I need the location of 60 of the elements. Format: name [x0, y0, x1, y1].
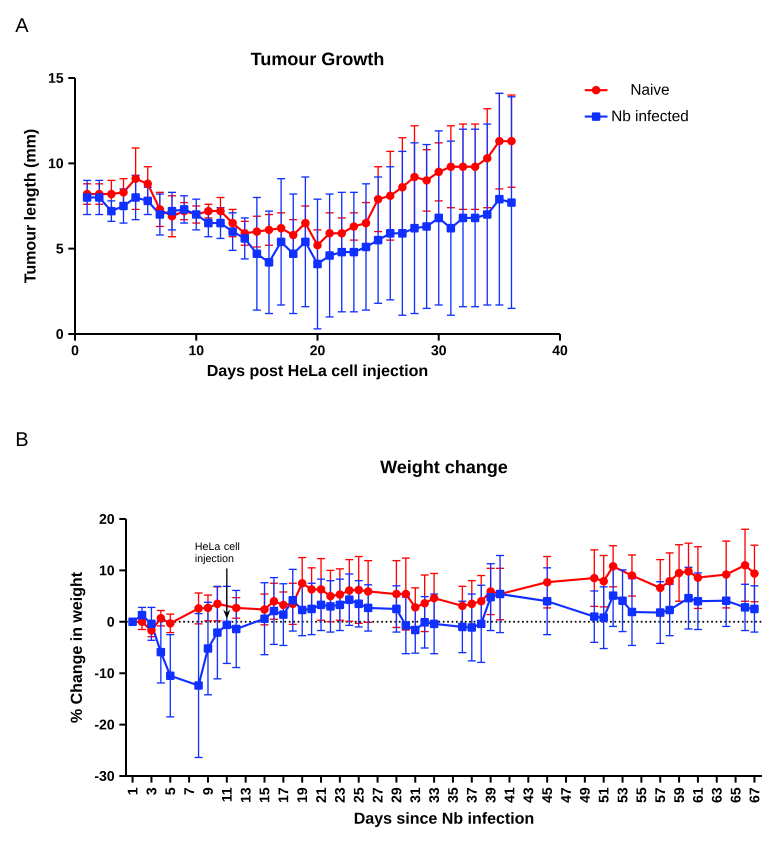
x-tick-label: 3 — [146, 788, 156, 795]
y-tick-label: -20 — [94, 720, 114, 730]
x-tick-label: 41 — [504, 788, 514, 803]
x-tick-label: 11 — [222, 788, 232, 802]
x-tick-label: 35 — [448, 788, 458, 803]
x-tick-label: 23 — [334, 788, 345, 802]
y-axis-title: Tumour length (mm) — [24, 130, 39, 283]
x-tick-label: 10 — [189, 345, 204, 356]
x-tick-label: 59 — [674, 788, 684, 803]
y-tick-label: -10 — [94, 668, 114, 678]
x-tick-label: 40 — [552, 345, 568, 356]
text: B — [16, 432, 28, 446]
x-tick-label: 45 — [542, 788, 552, 803]
x-tick-label: 19 — [297, 788, 308, 802]
x-tick-label: 31 — [410, 788, 420, 803]
x-tick-label: 55 — [636, 788, 646, 803]
x-tick-label: 1 — [128, 788, 138, 794]
x-tick-label: 49 — [580, 788, 590, 803]
y-tick-label: 10 — [100, 565, 114, 576]
y-tick-label: -30 — [94, 771, 114, 781]
y-tick-label: 0 — [107, 616, 114, 627]
y-axis-title: % Change in weight — [70, 572, 86, 723]
x-tick-label: 61 — [692, 788, 703, 802]
x-tick-label: 27 — [372, 788, 382, 802]
x-tick-label: 30 — [431, 345, 446, 356]
x-tick-label: 7 — [184, 788, 194, 795]
chart-title: Weight change — [380, 460, 508, 477]
legend-label: Naive — [632, 84, 669, 95]
x-tick-label: 21 — [316, 788, 326, 802]
y-tick-label: 0 — [56, 329, 64, 339]
x-tick-label: 37 — [466, 788, 477, 803]
x-tick-label: 13 — [240, 788, 251, 802]
x-tick-label: 17 — [278, 788, 288, 802]
x-tick-label: 53 — [618, 788, 628, 803]
x-tick-label: 29 — [391, 788, 402, 802]
x-tick-label: 20 — [310, 345, 325, 356]
text: A — [15, 18, 29, 32]
x-tick-label: 0 — [72, 345, 78, 356]
x-tick-label: 25 — [354, 788, 364, 802]
x-tick-label: 9 — [203, 788, 213, 795]
x-axis-title: Days post HeLa cell injection — [208, 364, 428, 380]
legend-label: Nb infected — [612, 110, 688, 122]
x-tick-label: 51 — [598, 788, 609, 803]
x-tick-label: 63 — [712, 788, 722, 802]
x-tick-label: 15 — [260, 788, 270, 802]
x-tick-label: 33 — [429, 788, 440, 803]
y-tick-label: 5 — [56, 244, 64, 254]
x-tick-label: 39 — [486, 788, 496, 803]
y-tick-label: 20 — [100, 514, 114, 524]
x-tick-label: 47 — [561, 788, 571, 803]
chart-title: Tumour Growth — [250, 52, 384, 66]
x-axis-title: Days since Nb infection — [354, 812, 534, 828]
x-tick-label: 65 — [730, 788, 741, 802]
x-tick-label: 43 — [523, 788, 534, 803]
y-tick-label: 10 — [48, 158, 64, 168]
x-tick-label: 5 — [165, 788, 176, 795]
x-tick-label: 57 — [655, 788, 666, 803]
annotation: HeLa cell injection — [196, 542, 240, 564]
x-tick-label: 67 — [750, 788, 760, 802]
y-tick-label: 15 — [48, 73, 64, 83]
